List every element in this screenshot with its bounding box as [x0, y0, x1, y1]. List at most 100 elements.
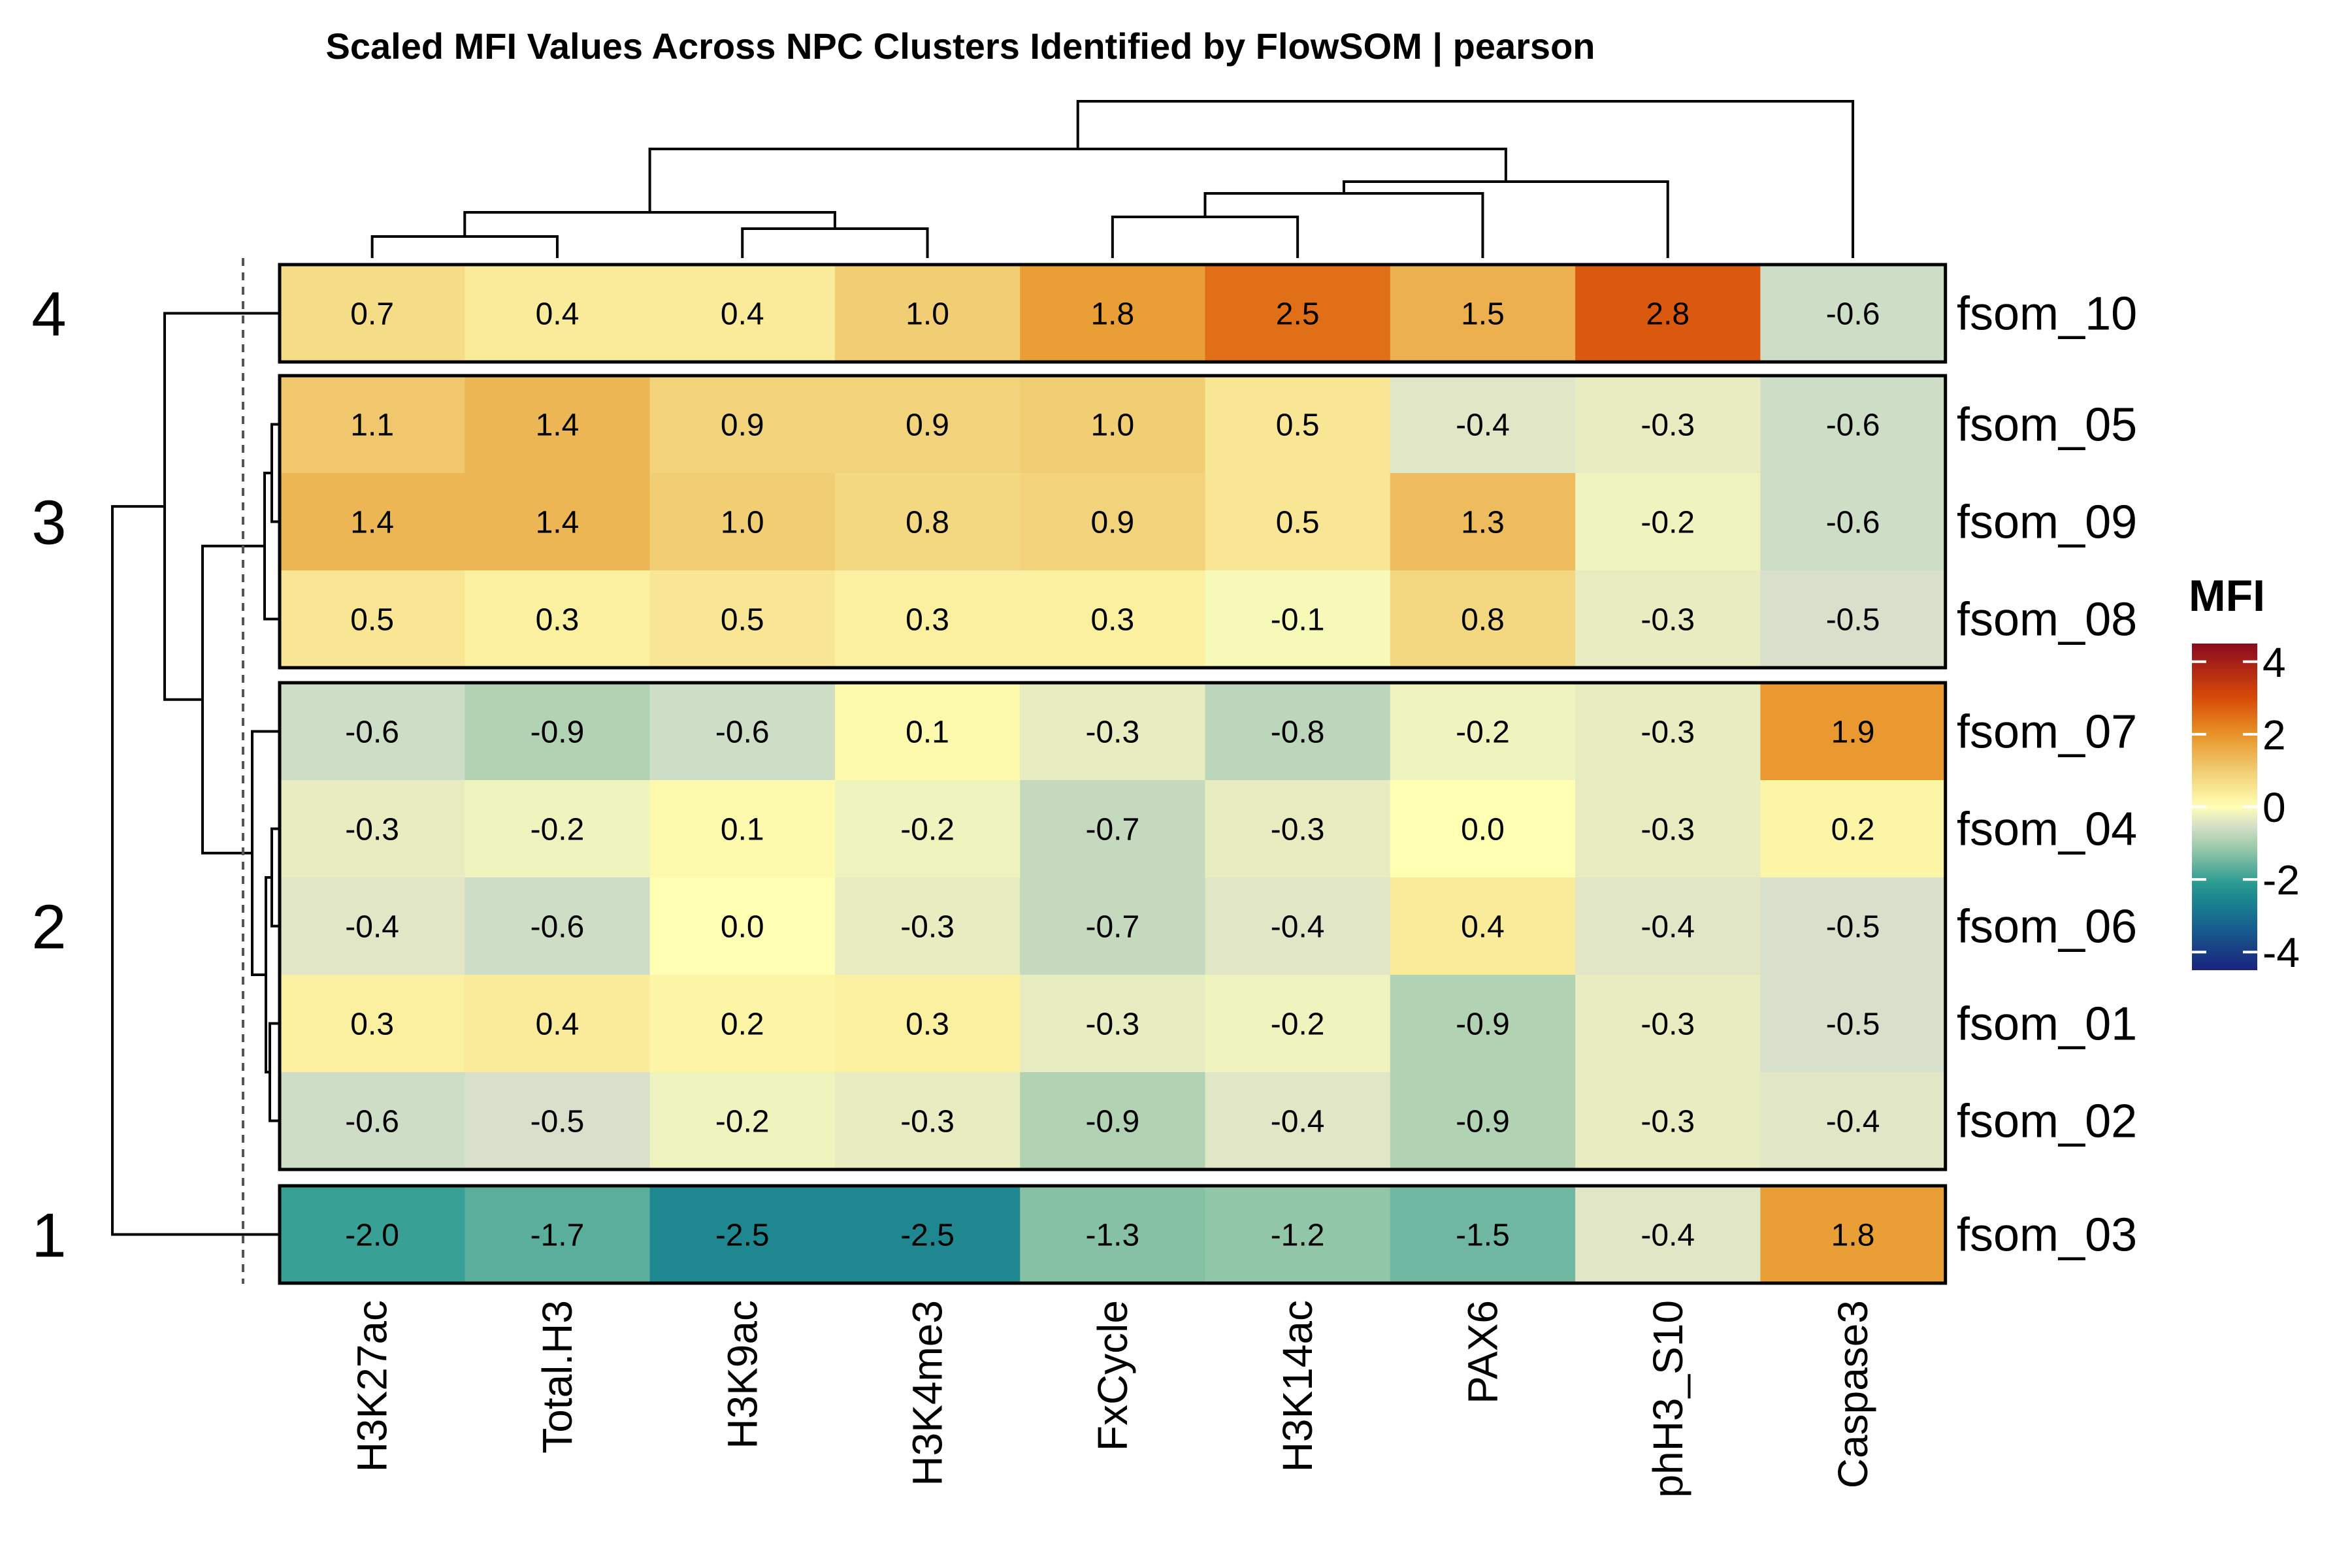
heatmap-cell	[1575, 570, 1761, 668]
heatmap-cell	[1575, 780, 1761, 878]
heatmap-cell	[1020, 376, 1206, 474]
cell-value-label: -0.6	[531, 910, 585, 945]
legend-tick-label: 2	[2262, 711, 2286, 759]
cell-value-label: -2.0	[345, 1218, 399, 1253]
heatmap-cell	[1205, 975, 1391, 1073]
heatmap-cell	[649, 780, 836, 878]
column-label: FxCycle	[1089, 1300, 1136, 1451]
chart-title: Scaled MFI Values Across NPC Clusters Id…	[326, 25, 1595, 67]
cell-value-label: 0.5	[721, 603, 764, 638]
legend-tick-label: -2	[2262, 857, 2300, 904]
dendrogram-link	[1111, 216, 1299, 258]
column-label: Caspase3	[1829, 1300, 1876, 1488]
heatmap-cell	[1390, 975, 1576, 1073]
row-label: fsom_10	[1957, 288, 2137, 340]
column-dendrogram	[370, 100, 1855, 258]
heatmap-cell	[1760, 683, 1946, 781]
cell-value-label: -0.4	[1826, 1105, 1880, 1139]
dendrogram-link	[1203, 192, 1484, 258]
heatmap-cell	[649, 376, 836, 474]
heatmap-cell	[1760, 1072, 1946, 1170]
cell-value-label: 0.9	[721, 408, 764, 443]
heatmap-cell	[1205, 780, 1391, 878]
cell-value-label: 0.0	[1461, 813, 1505, 847]
cell-value-label: -0.4	[1271, 1105, 1325, 1139]
cell-value-label: 1.8	[1831, 1218, 1875, 1253]
heatmap-cell	[834, 780, 1021, 878]
heatmap-cell	[1205, 1186, 1391, 1284]
cell-value-label: 0.2	[1831, 813, 1875, 847]
cell-value-label: -0.9	[531, 715, 585, 750]
cluster-label: 3	[31, 488, 66, 558]
heatmap-cell	[465, 473, 651, 571]
heatmap-cell	[1205, 570, 1391, 668]
heatmap-cell	[834, 975, 1021, 1073]
cell-value-label: 0.3	[906, 1007, 949, 1042]
cell-value-label: -0.3	[1271, 813, 1325, 847]
cell-value-label: -0.4	[1456, 408, 1510, 443]
dendrogram-link	[269, 1022, 278, 1122]
heatmap-cell	[1205, 376, 1391, 474]
cell-value-label: 0.4	[1461, 910, 1505, 945]
heatmap-cell	[1575, 877, 1761, 975]
cell-value-label: -0.2	[1456, 715, 1510, 750]
heatmap-cell	[649, 1072, 836, 1170]
row-label: fsom_01	[1957, 998, 2137, 1051]
cell-value-label: -0.2	[1641, 506, 1695, 540]
heatmap-cell	[1760, 473, 1946, 571]
cell-value-label: -0.3	[345, 813, 399, 847]
cell-value-label: 1.5	[1461, 297, 1505, 332]
cell-value-label: 0.5	[1276, 408, 1320, 443]
cell-value-label: -1.2	[1271, 1218, 1325, 1253]
heatmap-cell	[465, 975, 651, 1073]
cell-value-label: -2.5	[715, 1218, 770, 1253]
heatmap-cell	[1390, 1186, 1576, 1284]
heatmap-cell	[1020, 1072, 1206, 1170]
heatmap-cell	[1205, 265, 1391, 363]
cell-value-label: -0.3	[1085, 1007, 1139, 1042]
cell-value-label: 0.3	[1090, 603, 1134, 638]
cell-value-label: -0.8	[1271, 715, 1325, 750]
cell-value-label: -0.9	[1085, 1105, 1139, 1139]
heatmap-cell	[465, 1072, 651, 1170]
heatmap-cell	[1760, 877, 1946, 975]
heatmap-cell	[1760, 1186, 1946, 1284]
cell-value-label: 0.7	[350, 297, 394, 332]
heatmap-cell	[1020, 265, 1206, 363]
heatmap-cell	[465, 877, 651, 975]
cluster-borders	[278, 263, 1948, 1285]
cluster-border	[278, 263, 1948, 364]
cell-value-label: 0.1	[721, 813, 764, 847]
cell-value-label: -0.5	[1826, 603, 1880, 638]
cell-value-label: -0.6	[1826, 506, 1880, 540]
heatmap-cell	[280, 265, 465, 363]
heatmap-cell	[280, 1186, 465, 1284]
heatmap-cell	[280, 376, 465, 474]
heatmap-cell	[834, 570, 1021, 668]
cell-value-label: 0.4	[721, 297, 764, 332]
cell-value-label: -0.3	[1641, 1007, 1695, 1042]
heatmap-cell	[1390, 376, 1576, 474]
heatmap-cell	[280, 683, 465, 781]
cell-value-label: -0.3	[1641, 813, 1695, 847]
heatmap-cell	[465, 570, 651, 668]
heatmap-cell	[834, 265, 1021, 363]
heatmap-cell	[834, 376, 1021, 474]
cell-value-label: 0.2	[721, 1007, 764, 1042]
dendrogram-link	[270, 827, 278, 928]
cell-value-label: 1.3	[1461, 506, 1505, 540]
cell-value-label: -0.6	[345, 715, 399, 750]
heatmap-cell	[834, 1186, 1021, 1284]
cell-value-label: 0.3	[906, 603, 949, 638]
legend-tick-label: -4	[2262, 929, 2300, 976]
column-labels: H3K27ac Total.H3 H3K9ac H3K4me3 FxCycle H3K14…	[349, 1300, 1876, 1497]
heatmap-cell	[1760, 376, 1946, 474]
heatmap-cell	[465, 683, 651, 781]
heatmap-cell	[649, 473, 836, 571]
cluster-labels: 4 3 2 1	[31, 280, 66, 1271]
heatmap-cell	[1205, 473, 1391, 571]
cell-value-label: -0.6	[1826, 297, 1880, 332]
cell-value-label: 1.4	[536, 408, 580, 443]
cell-value-label: -0.2	[531, 813, 585, 847]
